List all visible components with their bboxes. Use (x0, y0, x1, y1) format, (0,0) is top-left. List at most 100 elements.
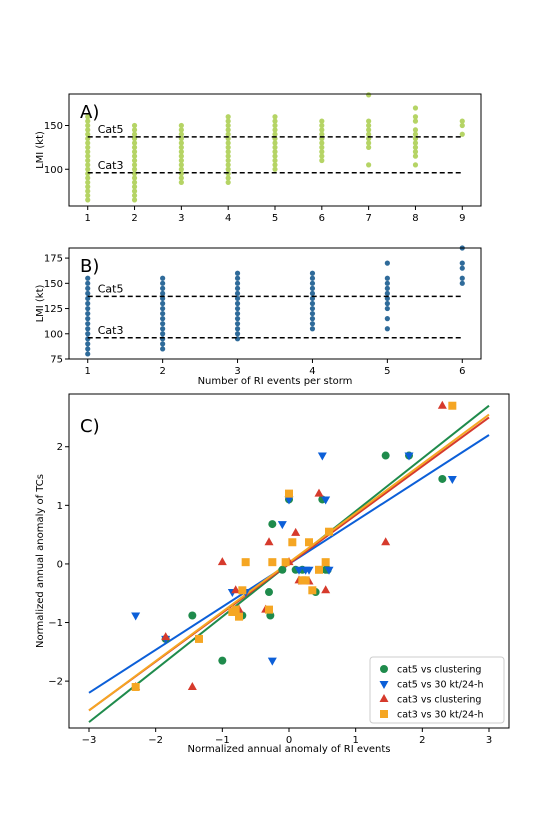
data-point (85, 149, 91, 155)
panel-a-points (85, 92, 465, 203)
data-point (85, 153, 91, 159)
data-point (225, 162, 231, 168)
data-point (241, 558, 250, 567)
data-point (285, 489, 293, 498)
data-point (319, 127, 325, 133)
legend-marker (380, 665, 388, 673)
y-tick-label: 1 (57, 501, 63, 512)
panel-a-reference-lines: Cat5 Cat3 (87, 123, 463, 174)
data-point (131, 197, 138, 203)
data-point (160, 280, 166, 286)
y-tick-label: 75 (50, 355, 63, 366)
data-point (228, 607, 237, 616)
data-point (178, 162, 184, 168)
legend-marker (379, 694, 389, 702)
data-point (459, 275, 465, 281)
data-point (412, 105, 419, 111)
x-tick-label: 3 (486, 735, 492, 746)
data-point (234, 336, 241, 342)
data-point (231, 585, 241, 594)
data-point (85, 336, 91, 342)
data-point (459, 280, 465, 286)
data-point (225, 175, 231, 181)
legend-box (369, 656, 505, 724)
y-tick-label: −2 (48, 677, 63, 688)
data-point (160, 331, 166, 337)
data-point (366, 162, 372, 168)
data-point (225, 149, 231, 155)
data-point (85, 321, 91, 327)
x-tick-label: 2 (159, 366, 165, 377)
data-point (217, 557, 227, 566)
x-tick-label: 2 (131, 213, 137, 224)
data-point (160, 321, 166, 327)
data-point (384, 326, 390, 332)
data-point (317, 452, 327, 461)
data-point (85, 316, 91, 322)
data-point (412, 114, 419, 120)
data-point (319, 122, 325, 129)
data-point (160, 305, 166, 312)
data-point (304, 566, 314, 575)
legend-label: cat5 vs 30 kt/24-h (397, 680, 484, 691)
data-point (447, 475, 457, 484)
data-point (305, 538, 313, 547)
data-point (366, 127, 372, 133)
data-point (384, 280, 390, 286)
x-tick-label: 0 (286, 735, 292, 746)
data-point (272, 114, 278, 120)
data-point (85, 144, 91, 150)
data-point (459, 260, 465, 266)
data-point (225, 122, 231, 129)
data-point (160, 326, 166, 332)
data-point (178, 122, 184, 129)
data-point (265, 588, 273, 597)
x-tick-label: 8 (412, 213, 418, 224)
y-tick-label: 150 (44, 121, 63, 132)
x-tick-label: 6 (459, 366, 465, 377)
data-point (309, 321, 316, 327)
data-point (314, 488, 324, 497)
x-tick-label: −3 (82, 735, 97, 746)
data-point (265, 605, 273, 614)
data-point (324, 566, 334, 575)
data-point (85, 341, 91, 347)
x-tick-label: 4 (225, 213, 231, 224)
data-point (459, 118, 465, 124)
data-point (85, 157, 91, 164)
data-point (319, 149, 325, 155)
y-tick-label: 150 (44, 279, 63, 290)
x-tick-label: 9 (459, 213, 465, 224)
data-point (281, 558, 290, 567)
data-point (234, 290, 241, 297)
data-point (264, 537, 274, 546)
data-point (178, 149, 184, 155)
data-point (366, 131, 372, 137)
x-tick-label: 4 (309, 366, 315, 377)
data-point (272, 144, 278, 150)
data-point (309, 280, 316, 286)
data-point (131, 612, 141, 621)
data-point (412, 144, 419, 150)
data-point (272, 166, 278, 172)
data-point (272, 127, 278, 133)
data-point (85, 331, 91, 337)
data-point (272, 153, 278, 159)
data-point (178, 144, 184, 150)
data-point (309, 316, 316, 322)
reference-line-label-cat5: Cat5 (98, 282, 124, 295)
data-point (225, 179, 231, 185)
data-point (384, 316, 390, 322)
data-point (234, 305, 241, 312)
data-point (384, 290, 390, 297)
panel-c-points (131, 400, 457, 691)
data-point (225, 118, 231, 124)
x-tick-label: −1 (215, 735, 230, 746)
panel-b-y-axis-label: LMI (kt) (35, 284, 46, 322)
data-point (459, 131, 465, 137)
data-point (272, 157, 278, 164)
data-point (234, 326, 241, 332)
panel-a-ticks: 1 2 3 4 5 6 7 8 9 100 150 (44, 121, 466, 224)
data-point (131, 122, 138, 129)
data-point (160, 285, 166, 291)
